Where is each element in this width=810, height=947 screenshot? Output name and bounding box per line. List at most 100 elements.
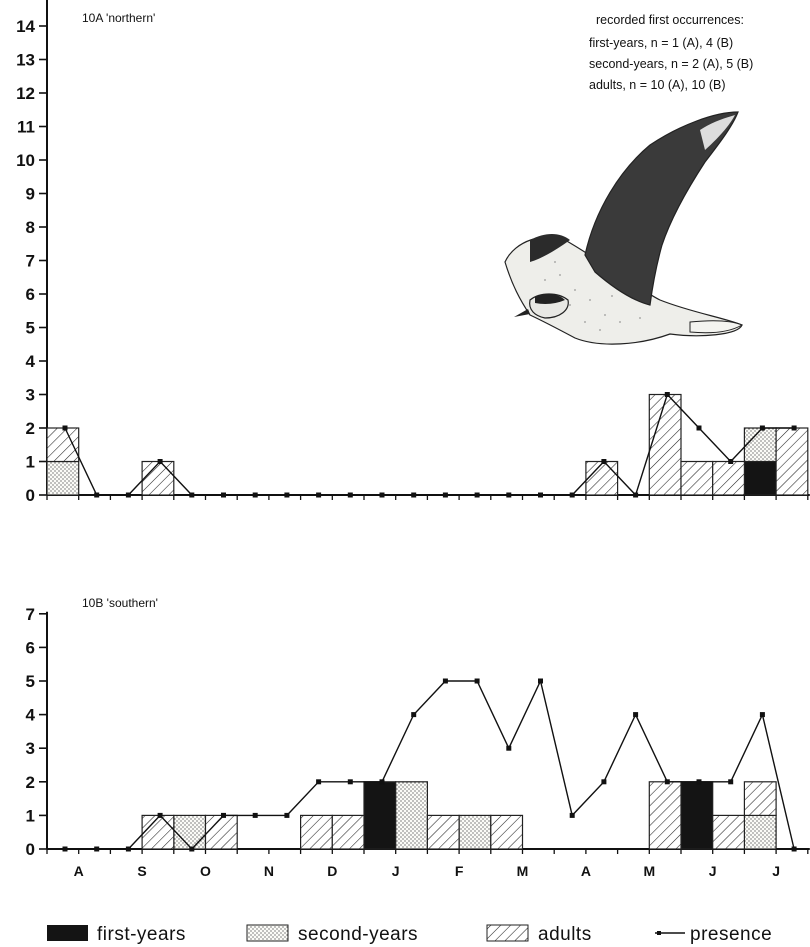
y-tick-label: 0 [26, 486, 35, 505]
x-tick-label: M [517, 863, 529, 879]
presence-point [379, 779, 385, 785]
y-tick-label: 13 [16, 51, 35, 70]
presence-point [791, 846, 797, 852]
presence-point [506, 492, 512, 498]
presence-point [125, 846, 131, 852]
bar-adults [712, 460, 746, 496]
y-tick-label: 1 [26, 453, 35, 472]
presence-point [94, 492, 100, 498]
y-tick-label: 15 [16, 0, 35, 3]
x-tick-label: D [327, 863, 337, 879]
presence-point [411, 712, 417, 718]
presence-line [64, 393, 795, 497]
bar-second-years [173, 814, 207, 850]
y-tick-label: 7 [26, 605, 35, 624]
presence-point [601, 459, 607, 464]
presence-point [442, 678, 448, 684]
bar-adults [426, 814, 460, 850]
presence-point [664, 779, 670, 785]
presence-point [189, 492, 195, 498]
presence-point [62, 846, 68, 852]
presence-point [252, 492, 258, 498]
bar-second-years [46, 460, 80, 496]
bar-adults [648, 781, 682, 850]
bar-adults [141, 814, 175, 850]
legend-swatch-presence-marker [657, 931, 661, 935]
presence-point [442, 492, 448, 498]
bar-adults [331, 814, 365, 850]
legend-label-adults: adults [538, 924, 592, 945]
panel-a-annotation: recorded first occurrences: first-years,… [589, 13, 753, 92]
legend-label-first-years: first-years [97, 924, 186, 945]
presence-point [633, 712, 639, 718]
presence-point [221, 492, 226, 498]
annotation-line: adults, n = 10 (A), 10 (B) [589, 78, 726, 92]
presence-point [474, 678, 480, 684]
bar-second-years [395, 781, 429, 850]
bar-adults [141, 460, 175, 496]
presence-point [157, 459, 163, 464]
presence-point [633, 492, 639, 498]
x-tick-label: F [455, 863, 464, 879]
y-tick-label: 9 [26, 185, 35, 204]
legend-swatch-first-years [47, 925, 88, 941]
bar-first-years [743, 460, 777, 496]
legend-swatch-second-years [246, 924, 289, 942]
bar-adults [680, 460, 714, 496]
annotation-line: second-years, n = 2 (A), 5 (B) [589, 57, 753, 71]
annotation-line: first-years, n = 1 (A), 4 (B) [589, 36, 733, 50]
bar-adults [204, 814, 238, 850]
presence-point [791, 425, 797, 431]
y-tick-label: 6 [26, 285, 35, 304]
presence-point [284, 812, 290, 818]
legend-label-second-years: second-years [298, 924, 418, 945]
presence-point [538, 492, 543, 498]
x-tick-label: M [643, 863, 655, 879]
y-tick-label: 3 [26, 386, 35, 405]
bar-adults [648, 393, 682, 496]
bar-adults [490, 814, 524, 850]
presence-point [316, 779, 322, 785]
presence-point [728, 459, 734, 464]
presence-point [506, 745, 512, 751]
legend-swatch-adults [486, 924, 529, 942]
x-tick-label: A [581, 863, 591, 879]
legend-label-presence: presence [690, 924, 772, 945]
bar-adults [712, 814, 746, 850]
panel-a-northern: 10A 'northern' recorded first occurrence… [16, 0, 810, 505]
presence-point [252, 812, 258, 818]
presence-point [284, 492, 290, 498]
panel-b-southern: 10B 'southern' 0 1 2 3 4 5 6 7 A S O N D J F M A M J J [26, 596, 810, 879]
legend: first-years second-years adults presence [47, 924, 772, 945]
x-tick-label: O [200, 863, 211, 879]
presence-line [65, 678, 795, 851]
x-tick-label: J [772, 863, 780, 879]
presence-point [538, 678, 543, 684]
y-tick-label: 5 [26, 319, 35, 338]
presence-point [474, 492, 480, 498]
panel-b-title: 10B 'southern' [82, 596, 158, 610]
bar-second-years [458, 814, 492, 850]
bar-adults [743, 781, 777, 816]
bar-adults [585, 460, 619, 496]
presence-point [125, 492, 131, 498]
y-tick-label: 14 [16, 17, 35, 36]
annotation-line: recorded first occurrences: [596, 13, 744, 27]
y-tick-label: 7 [26, 252, 35, 271]
y-tick-label: 4 [26, 706, 36, 725]
presence-point [696, 425, 702, 431]
y-tick-label: 2 [26, 773, 35, 792]
x-tick-label: A [74, 863, 84, 879]
bar-adults [46, 427, 80, 463]
presence-point [316, 492, 322, 498]
presence-point [62, 425, 68, 431]
y-tick-label: 8 [26, 218, 35, 237]
presence-point [411, 492, 417, 498]
x-tick-label: N [264, 863, 274, 879]
presence-point [379, 492, 385, 498]
y-tick-label: 10 [16, 151, 35, 170]
y-tick-label: 6 [26, 638, 35, 657]
bar-first-years [680, 781, 714, 850]
bar-second-years [743, 814, 777, 850]
